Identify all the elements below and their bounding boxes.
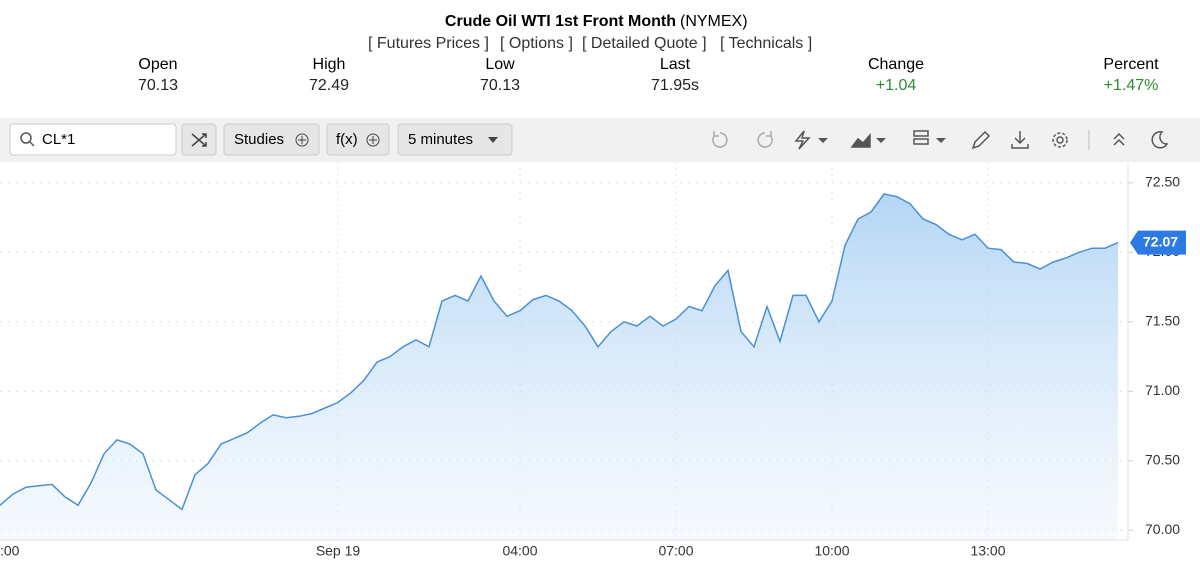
- y-tick-label: 71.50: [1145, 313, 1180, 329]
- dropdown-arrow: [876, 138, 886, 143]
- studies: Studies: [234, 131, 284, 148]
- link[interactable]: [ Detailed Quote ]: [582, 35, 707, 52]
- symbol-box[interactable]: [9, 123, 177, 156]
- x-tick-label: 04:00: [502, 543, 537, 559]
- quote-value: 71.95s: [651, 77, 699, 94]
- theme-icon[interactable]: [1151, 131, 1169, 149]
- chart-type-icon[interactable]: [850, 133, 871, 148]
- function: f(x): [336, 131, 358, 148]
- search-icon: [29, 141, 35, 147]
- line: [0, 193, 1119, 511]
- quote-label: Open: [138, 56, 177, 73]
- settings-icon[interactable]: [1052, 132, 1068, 148]
- toolbar-icons: [712, 130, 1169, 150]
- function-button[interactable]: [326, 123, 390, 156]
- interval-button[interactable]: [397, 123, 513, 156]
- download-icon[interactable]: [1011, 131, 1029, 149]
- quote-label: Change: [868, 56, 924, 73]
- y-tick-label: 70.50: [1145, 451, 1180, 467]
- plus-icon: [366, 133, 380, 147]
- undo-icon[interactable]: [712, 131, 728, 148]
- interval: 5 minutes: [408, 131, 473, 148]
- plus-icon: [298, 136, 306, 144]
- template-icon: [913, 138, 929, 145]
- settings-icon: [1056, 136, 1064, 144]
- quote-value: +1.47%: [1104, 77, 1159, 94]
- quote-value: 72.49: [309, 77, 349, 94]
- quote-value: 70.13: [480, 77, 520, 94]
- link[interactable]: [ Technicals ]: [720, 35, 812, 52]
- price-badge: [1130, 230, 1186, 255]
- symbol: CL*1: [42, 131, 75, 148]
- quote-label: High: [313, 56, 346, 73]
- flash-icon[interactable]: [794, 130, 811, 150]
- quote-value: 70.13: [138, 77, 178, 94]
- search-icon: [20, 132, 32, 144]
- x-tick-label: :00: [0, 543, 20, 559]
- plus-icon: [369, 136, 377, 144]
- link[interactable]: [ Futures Prices ]: [368, 35, 489, 52]
- dropdown-arrow: [818, 138, 828, 143]
- x-tick-label: 10:00: [814, 543, 849, 559]
- y-tick-label: 71.00: [1145, 382, 1180, 398]
- dropdown-arrow: [936, 138, 946, 143]
- collapse-icon[interactable]: [1113, 132, 1125, 146]
- area: [0, 194, 1118, 540]
- title: Crude Oil WTI 1st Front Month: [445, 13, 676, 30]
- compare-icon: [191, 133, 207, 147]
- y-tick-label: 70.00: [1145, 521, 1180, 537]
- x-tick-label: 07:00: [658, 543, 693, 559]
- quote-label: Low: [485, 56, 515, 73]
- quote-label: Percent: [1103, 56, 1159, 73]
- price-label: 72.07: [1143, 233, 1178, 249]
- quote-value: +1.04: [876, 77, 917, 94]
- dropdown-arrow: [488, 137, 498, 143]
- link[interactable]: [ Options ]: [500, 35, 573, 52]
- x-tick-label: Sep 19: [316, 543, 361, 559]
- plus-icon: [295, 133, 309, 147]
- links: [ Futures Prices ] [ Options ] [ Detailed …: [368, 35, 812, 52]
- exchange: (NYMEX): [680, 13, 748, 30]
- redo-icon[interactable]: [757, 131, 773, 148]
- template-icon[interactable]: [913, 130, 929, 137]
- quote: Open 70.13 High 72.49 Low 70.13 Last 71.95s Chan…: [138, 56, 1159, 94]
- draw-icon[interactable]: [971, 130, 991, 150]
- y-tick-label: 72.50: [1145, 174, 1180, 190]
- x-tick-label: 13:00: [970, 543, 1005, 559]
- quote-label: Last: [660, 56, 691, 73]
- studies-button[interactable]: [223, 123, 320, 156]
